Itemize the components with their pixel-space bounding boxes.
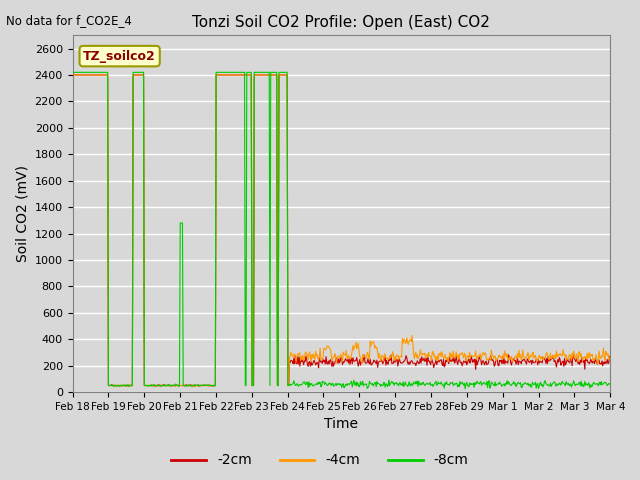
Y-axis label: Soil CO2 (mV): Soil CO2 (mV) — [15, 165, 29, 262]
Text: No data for f_CO2E_4: No data for f_CO2E_4 — [6, 14, 132, 27]
Title: Tonzi Soil CO2 Profile: Open (East) CO2: Tonzi Soil CO2 Profile: Open (East) CO2 — [193, 15, 490, 30]
Text: TZ_soilco2: TZ_soilco2 — [83, 49, 156, 62]
Legend: -2cm, -4cm, -8cm: -2cm, -4cm, -8cm — [166, 448, 474, 473]
X-axis label: Time: Time — [324, 418, 358, 432]
